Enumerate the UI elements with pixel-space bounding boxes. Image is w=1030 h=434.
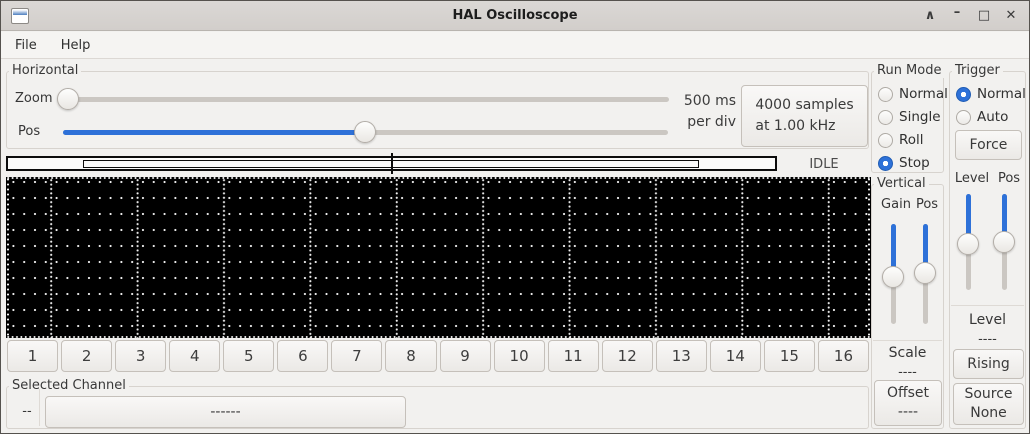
scale-value: ---- <box>898 365 917 380</box>
close-icon[interactable]: ✕ <box>1005 8 1017 23</box>
channel-button-14[interactable]: 14 <box>709 340 761 372</box>
timebase-readout: 500 ms per div <box>656 91 736 133</box>
trigger-level-label: Level <box>969 312 1006 328</box>
selected-channel-label: Selected Channel <box>9 378 129 393</box>
trigger-level-slider-handle[interactable] <box>957 233 979 255</box>
gain-slider-fill <box>891 224 896 277</box>
channel-button-8[interactable]: 8 <box>385 340 437 372</box>
channel-button-5[interactable]: 5 <box>223 340 275 372</box>
vertical-panel: Vertical Gain Pos Scale ---- Offset ---- <box>871 176 944 429</box>
radio-selected-icon[interactable] <box>878 155 893 171</box>
grid-edge-left <box>7 177 9 338</box>
trigger-option-auto[interactable]: Auto <box>956 109 1008 125</box>
channel-button-9[interactable]: 9 <box>439 340 491 372</box>
minimize-icon[interactable]: – <box>953 5 961 20</box>
vpos-slider-handle[interactable] <box>914 262 936 284</box>
channel-button-2[interactable]: 2 <box>61 340 113 372</box>
window-icon <box>11 8 29 24</box>
titlebar[interactable]: HAL Oscilloscope ∧ – □ ✕ <box>1 1 1029 31</box>
position-cursor[interactable] <box>391 153 393 174</box>
selected-channel-button[interactable]: ------ <box>45 396 406 428</box>
shade-icon[interactable]: ∧ <box>924 8 936 23</box>
channel-button-12[interactable]: 12 <box>601 340 653 372</box>
trigger-source-button[interactable]: Source None <box>953 383 1024 425</box>
radio-icon[interactable] <box>878 109 893 125</box>
run-mode-panel: Run Mode Normal Single Roll Stop <box>871 63 948 173</box>
menu-help[interactable]: Help <box>60 37 91 53</box>
vpos-slider-label: Pos <box>915 197 939 212</box>
samples-count: 4000 samples <box>755 97 854 113</box>
offset-button-value: ---- <box>897 404 919 420</box>
vpos-slider-fill <box>923 224 928 273</box>
channel-button-7[interactable]: 7 <box>331 340 383 372</box>
samples-button[interactable]: 4000 samples at 1.00 kHz <box>741 85 868 147</box>
window-controls: ∧ – □ ✕ <box>920 1 1021 31</box>
horizontal-panel: Horizontal <box>6 63 869 149</box>
trigger-pos-slider-label: Pos <box>997 171 1021 186</box>
channel-button-11[interactable]: 11 <box>547 340 599 372</box>
trigger-source-value: None <box>970 405 1007 421</box>
vertical-panel-label: Vertical <box>874 176 929 191</box>
trigger-panel-label: Trigger <box>952 63 1003 78</box>
vertical-separator <box>873 340 942 341</box>
status-badge: IDLE <box>809 157 839 172</box>
run-mode-option-roll[interactable]: Roll <box>878 132 924 148</box>
trigger-option-normal[interactable]: Normal <box>956 86 1026 102</box>
gain-slider-handle[interactable] <box>882 266 904 288</box>
trigger-level-slider-label: Level <box>954 171 990 186</box>
selected-channel-separator <box>39 389 40 426</box>
channel-button-16[interactable]: 16 <box>817 340 869 372</box>
horizontal-panel-label: Horizontal <box>9 63 82 78</box>
maximize-icon[interactable]: □ <box>977 8 991 23</box>
samples-rate: at 1.00 kHz <box>755 118 836 134</box>
radio-icon[interactable] <box>956 109 971 125</box>
timebase-per-div-2: per div <box>687 114 736 130</box>
trigger-level-value: ---- <box>978 332 997 347</box>
channel-button-3[interactable]: 3 <box>115 340 167 372</box>
channel-button-13[interactable]: 13 <box>655 340 707 372</box>
trigger-separator <box>951 305 1024 306</box>
selected-channel-panel: Selected Channel -- ------ <box>6 378 869 429</box>
trigger-panel: Trigger Normal Auto Force Level Pos Leve… <box>949 63 1026 429</box>
menubar: File Help <box>1 32 1029 59</box>
run-mode-panel-label: Run Mode <box>874 63 945 78</box>
channel-button-1[interactable]: 1 <box>7 340 59 372</box>
grid-edge-top <box>6 177 871 179</box>
radio-icon[interactable] <box>878 86 893 102</box>
channel-button-4[interactable]: 4 <box>169 340 221 372</box>
scale-label: Scale <box>888 345 927 361</box>
gain-slider-label: Gain <box>881 197 911 212</box>
trigger-pos-slider-handle[interactable] <box>993 231 1015 253</box>
zoom-slider-label: Zoom <box>15 91 53 106</box>
channel-button-15[interactable]: 15 <box>763 340 815 372</box>
force-button[interactable]: Force <box>955 130 1022 160</box>
menu-file[interactable]: File <box>15 37 37 53</box>
channel-button-10[interactable]: 10 <box>493 340 545 372</box>
scope-display[interactable] <box>6 177 871 338</box>
offset-button-label: Offset <box>886 385 930 401</box>
radio-icon[interactable] <box>878 132 893 148</box>
run-mode-option-normal[interactable]: Normal <box>878 86 948 102</box>
run-mode-option-stop[interactable]: Stop <box>878 155 930 171</box>
run-mode-option-single[interactable]: Single <box>878 109 941 125</box>
channel-button-row: 1 2 3 4 5 6 7 8 9 10 11 12 13 14 15 16 <box>7 340 869 372</box>
window-title: HAL Oscilloscope <box>452 8 578 23</box>
trigger-edge-button[interactable]: Rising <box>953 349 1024 379</box>
zoom-slider-track[interactable] <box>59 97 669 102</box>
radio-selected-icon[interactable] <box>956 86 971 102</box>
hpos-slider-handle[interactable] <box>354 121 376 143</box>
timebase-per-div: 500 ms <box>683 93 736 109</box>
grid-edge-bottom <box>6 336 871 338</box>
trigger-pos-slider-fill <box>1002 194 1007 242</box>
channel-button-6[interactable]: 6 <box>277 340 329 372</box>
hpos-slider-label: Pos <box>18 124 41 139</box>
selected-channel-value: -- <box>22 404 32 419</box>
offset-button[interactable]: Offset ---- <box>874 380 942 426</box>
zoom-slider-handle[interactable] <box>57 88 79 110</box>
grid-edge-right <box>868 177 870 338</box>
trigger-level-slider-fill <box>966 194 971 244</box>
trigger-source-label: Source <box>964 386 1013 402</box>
hpos-slider-fill <box>63 130 365 135</box>
